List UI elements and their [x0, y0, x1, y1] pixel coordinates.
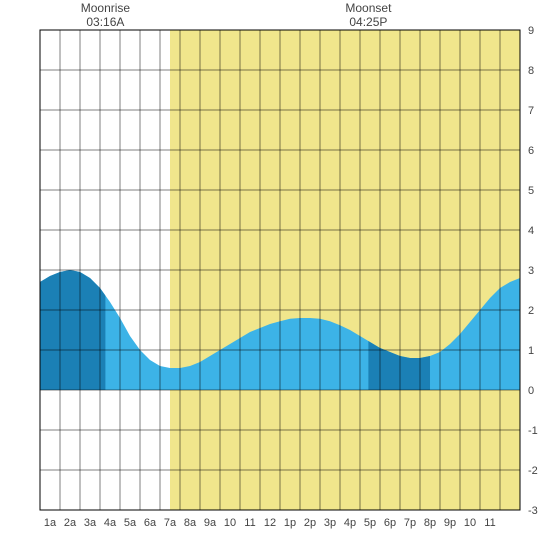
x-tick-label: 2p: [304, 517, 316, 529]
x-tick-label: 11: [244, 517, 255, 529]
x-tick-label: 8p: [424, 517, 436, 529]
y-tick-label: 8: [528, 65, 534, 77]
x-tick-label: 4a: [104, 517, 117, 529]
chart-svg: -3-2-101234567891a2a3a4a5a6a7a8a9a101112…: [0, 0, 550, 550]
x-tick-label: 2a: [64, 517, 77, 529]
y-tick-label: -2: [528, 465, 538, 477]
x-tick-label: 11: [484, 517, 495, 529]
x-tick-label: 4p: [344, 517, 356, 529]
x-tick-label: 12: [264, 517, 276, 529]
y-tick-label: 4: [528, 225, 534, 237]
x-tick-label: 7p: [404, 517, 416, 529]
y-tick-label: -3: [528, 505, 538, 517]
x-tick-label: 3p: [324, 517, 336, 529]
y-tick-label: 9: [528, 25, 534, 37]
x-tick-label: 3a: [84, 517, 97, 529]
x-tick-label: 5p: [364, 517, 376, 529]
x-tick-label: 8a: [184, 517, 197, 529]
x-tick-label: 9p: [444, 517, 456, 529]
y-tick-label: 1: [528, 345, 534, 357]
x-tick-label: 1a: [44, 517, 57, 529]
x-tick-label: 6a: [144, 517, 157, 529]
moonset-time: 04:25P: [349, 15, 387, 29]
moonrise-time: 03:16A: [86, 15, 124, 29]
y-tick-label: -1: [528, 425, 538, 437]
x-tick-label: 9a: [204, 517, 217, 529]
x-tick-label: 10: [224, 517, 236, 529]
y-tick-label: 7: [528, 105, 534, 117]
x-tick-label: 1p: [284, 517, 296, 529]
moonrise-label: Moonrise: [81, 1, 131, 15]
tide-chart: -3-2-101234567891a2a3a4a5a6a7a8a9a101112…: [0, 0, 550, 550]
y-tick-label: 3: [528, 265, 534, 277]
x-tick-label: 7a: [164, 517, 177, 529]
y-tick-label: 6: [528, 145, 534, 157]
y-tick-label: 2: [528, 305, 534, 317]
y-tick-label: 0: [528, 385, 534, 397]
moonset-label: Moonset: [345, 1, 392, 15]
x-tick-label: 6p: [384, 517, 396, 529]
y-tick-label: 5: [528, 185, 534, 197]
x-tick-label: 5a: [124, 517, 137, 529]
x-tick-label: 10: [464, 517, 476, 529]
